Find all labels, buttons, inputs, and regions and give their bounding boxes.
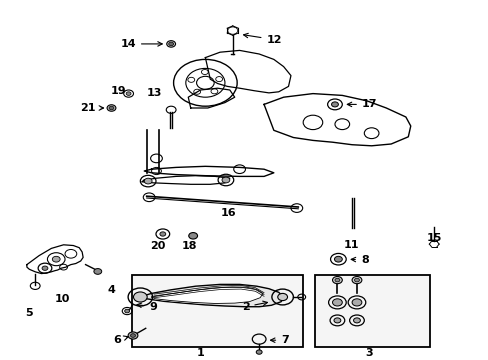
Text: 1: 1 (196, 348, 204, 358)
Circle shape (334, 278, 339, 282)
Bar (315, 275, 429, 347)
Circle shape (332, 276, 342, 284)
Circle shape (130, 334, 135, 337)
Text: 17: 17 (346, 99, 377, 109)
Circle shape (351, 299, 361, 306)
Text: 12: 12 (243, 33, 282, 45)
Text: 20: 20 (149, 240, 165, 251)
Circle shape (124, 309, 129, 313)
Polygon shape (142, 176, 229, 184)
Circle shape (128, 332, 138, 339)
Text: 13: 13 (146, 88, 162, 98)
Circle shape (332, 299, 342, 306)
Polygon shape (205, 50, 290, 93)
Polygon shape (139, 284, 283, 307)
Text: 15: 15 (426, 233, 441, 243)
Circle shape (126, 92, 131, 95)
Circle shape (94, 269, 102, 274)
Circle shape (351, 276, 361, 284)
Text: 19: 19 (110, 86, 126, 96)
Circle shape (42, 266, 48, 270)
Polygon shape (151, 287, 263, 303)
Polygon shape (188, 88, 234, 108)
Text: 18: 18 (182, 240, 197, 251)
Circle shape (256, 350, 262, 354)
Text: 21: 21 (80, 103, 103, 113)
Circle shape (160, 232, 165, 236)
Text: 16: 16 (221, 208, 236, 218)
Circle shape (333, 318, 340, 323)
Circle shape (331, 102, 338, 107)
Circle shape (144, 178, 152, 184)
Polygon shape (264, 94, 410, 146)
Circle shape (168, 42, 173, 46)
Text: 3: 3 (365, 348, 372, 358)
Circle shape (277, 293, 287, 301)
Text: 5: 5 (25, 308, 33, 318)
Circle shape (353, 318, 360, 323)
Circle shape (133, 292, 147, 302)
Text: 7: 7 (270, 335, 288, 345)
Polygon shape (144, 166, 273, 176)
Bar (132, 275, 303, 347)
Text: 9: 9 (137, 302, 157, 312)
Polygon shape (27, 245, 83, 274)
Circle shape (52, 256, 60, 262)
Text: 4: 4 (107, 285, 115, 295)
Text: 10: 10 (54, 294, 70, 304)
Circle shape (166, 41, 175, 47)
Text: 2: 2 (241, 301, 267, 312)
Text: 14: 14 (120, 39, 162, 49)
Circle shape (222, 177, 229, 183)
Text: 8: 8 (350, 255, 368, 265)
Text: 6: 6 (113, 335, 128, 345)
Circle shape (109, 106, 114, 110)
Circle shape (334, 256, 342, 262)
Text: 11: 11 (343, 240, 358, 250)
Circle shape (107, 105, 116, 111)
Circle shape (354, 278, 359, 282)
Circle shape (188, 233, 197, 239)
